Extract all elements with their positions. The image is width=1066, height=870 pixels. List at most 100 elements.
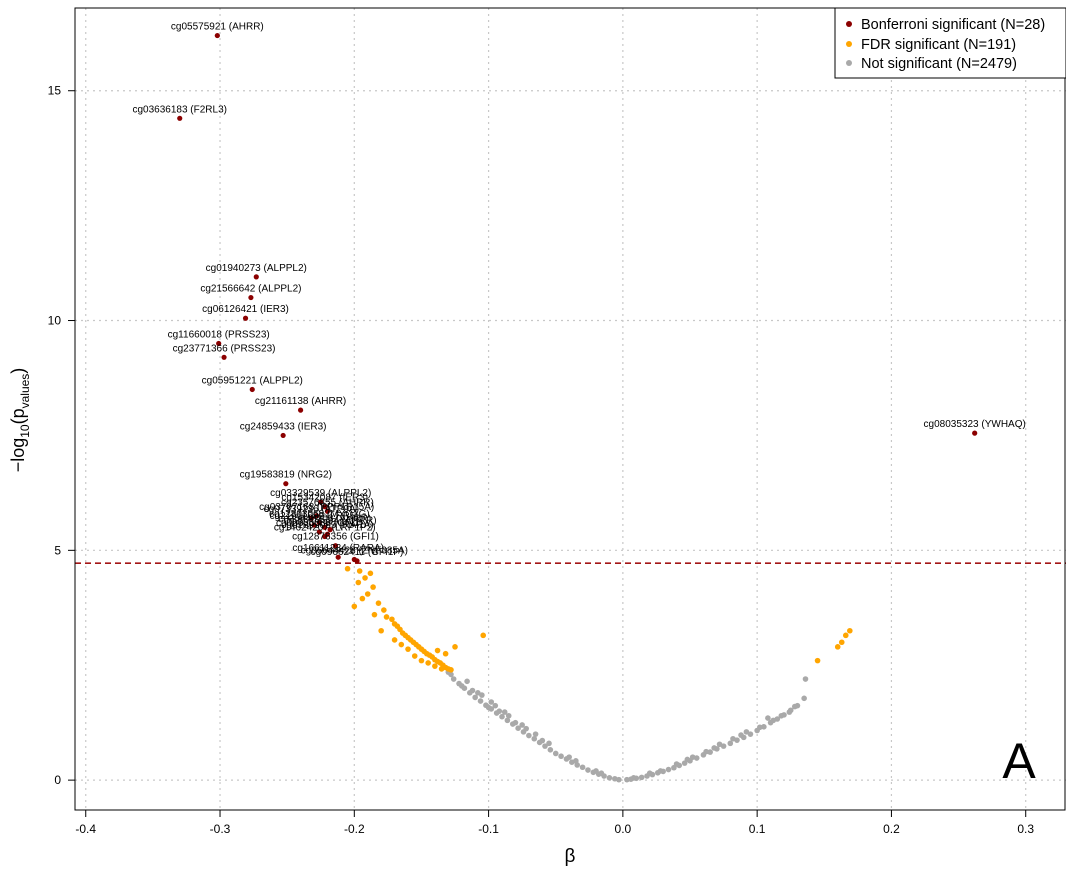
- point-s2-76: [539, 737, 546, 744]
- point-s2-96: [598, 770, 605, 777]
- point-s1-4: [362, 575, 368, 581]
- point-label-s0-0: cg05575921 (AHRR): [171, 22, 264, 33]
- point-s2-98: [657, 768, 664, 774]
- point-s0-16: [308, 515, 314, 521]
- point-label-s0-24: cg12876356 (GFI1): [292, 532, 379, 543]
- point-label-s0-10: cg08035323 (YWHAQ): [924, 419, 1026, 430]
- point-s0-24: [332, 543, 339, 549]
- point-s2-41: [665, 766, 672, 773]
- y-label-open: (p: [8, 408, 28, 424]
- y-tick-label-3: 15: [48, 84, 62, 98]
- point-label-s0-23: cg14624207 (LRP1P2): [274, 523, 376, 534]
- point-s0-13: [322, 504, 328, 510]
- point-s2-99: [684, 756, 691, 763]
- point-s2-103: [786, 709, 793, 715]
- point-s2-95: [573, 758, 579, 764]
- point-s1-3: [355, 579, 362, 586]
- point-label-s0-2: cg01940273 (ALPPL2): [206, 263, 307, 274]
- x-tick-label-3: -0.1: [478, 822, 499, 836]
- point-label-s0-7: cg05951221 (ALPPL2): [202, 375, 303, 386]
- point-s0-23: [322, 533, 328, 540]
- point-label-s0-14: cg23576855 (AHRR): [281, 497, 374, 508]
- point-s1-37: [418, 657, 425, 664]
- point-s0-25: [335, 554, 341, 560]
- point-label-s0-25: cg16611234 (RARA): [292, 543, 384, 554]
- point-s2-73: [464, 678, 470, 685]
- point-label-s0-18: cg21611682 (LRP5): [270, 511, 359, 522]
- point-labels: cg05575921 (AHRR) cg03636183 (F2RL3) cg019…: [132, 22, 1025, 558]
- x-axis-label: β: [565, 846, 576, 867]
- point-s0-3: [248, 294, 254, 301]
- point-s2-1: [450, 676, 457, 682]
- point-s1-2: [367, 570, 374, 577]
- point-label-s0-15: cg03707168 (PPP1R15A): [259, 502, 374, 513]
- point-s2-20: [552, 750, 559, 757]
- x-axis: -0.4 -0.3 -0.2 -0.1 0.0 0.1 0.2 0.3: [75, 809, 1034, 836]
- point-s2-85: [791, 703, 798, 710]
- point-label-s0-12: cg03329539 (ALPPL2): [270, 488, 371, 499]
- point-label-s0-17: cg12803068 (MYO1G): [269, 509, 370, 520]
- point-s2-71: [496, 708, 503, 714]
- y-label-sub1: 10: [18, 424, 32, 438]
- point-s1-42: [452, 644, 458, 650]
- point-s1-48: [480, 632, 487, 639]
- y-tick-label-2: 10: [48, 314, 62, 328]
- point-s1-46: [398, 641, 405, 648]
- point-s0-8: [297, 407, 304, 413]
- point-s2-15: [526, 732, 532, 739]
- x-tick-label-5: 0.1: [749, 822, 766, 836]
- point-label-s0-3: cg21566642 (ALPPL2): [200, 284, 301, 295]
- legend-label-bonferroni: Bonferroni significant (N=28): [861, 17, 1045, 33]
- y-tick-label-0: 0: [54, 773, 61, 787]
- point-label-s0-8: cg21161138 (AHRR): [255, 396, 346, 407]
- point-s2-80: [673, 761, 680, 767]
- point-s1-51: [838, 639, 845, 646]
- y-label-base: −log: [8, 438, 28, 473]
- point-s0-18: [311, 522, 317, 528]
- y-label-sub2: values: [18, 374, 32, 409]
- point-s2-101: [738, 732, 744, 738]
- point-s2-77: [566, 754, 572, 760]
- point-s2-93: [523, 725, 529, 732]
- point-label-s0-6: cg23771366 (PRSS23): [173, 343, 276, 354]
- point-s1-35: [448, 667, 454, 673]
- point-s0-0: [214, 32, 220, 39]
- y-axis-label: −log10(pvalues): [8, 368, 32, 473]
- point-s1-50: [834, 644, 841, 650]
- point-s0-7: [249, 386, 255, 393]
- point-s0-27: [354, 558, 360, 564]
- x-tick-label-7: 0.3: [1017, 822, 1034, 836]
- point-s2-89: [689, 754, 696, 760]
- point-s2-26: [585, 767, 591, 773]
- x-tick-label-4: 0.0: [615, 822, 632, 836]
- point-s1-13: [389, 616, 395, 623]
- point-s1-38: [425, 660, 431, 666]
- y-label-close: ): [8, 368, 28, 374]
- point-s2-69: [519, 722, 525, 728]
- point-s2-83: [757, 724, 763, 731]
- point-s1-1: [356, 568, 363, 574]
- point-s1-52: [842, 632, 849, 639]
- point-s1-44: [434, 647, 441, 654]
- point-s2-16: [531, 735, 538, 742]
- legend-label-fdr: FDR significant (N=191): [861, 37, 1016, 53]
- legend-label-not-significant: Not significant (N=2479): [861, 56, 1017, 72]
- point-label-s0-21: cg09935388 (GFI1): [276, 518, 363, 529]
- point-s1-7: [359, 595, 366, 602]
- point-label-s0-19: cg25648203 (AHRR): [278, 513, 371, 524]
- point-s0-20: [327, 527, 333, 533]
- y-axis: 0 5 10 15: [48, 84, 75, 787]
- point-s1-43: [442, 650, 449, 657]
- x-tick-label-1: -0.3: [210, 822, 231, 836]
- point-s0-14: [324, 508, 331, 514]
- point-s1-10: [381, 607, 387, 613]
- point-label-s0-4: cg06126421 (IER3): [202, 304, 289, 315]
- point-label-s0-9: cg24859433 (IER3): [240, 421, 327, 432]
- point-label-s0-13: cg15342087 (IER3): [281, 493, 368, 504]
- point-s0-12: [318, 499, 324, 505]
- point-s2-25: [579, 764, 586, 771]
- data-points: [177, 32, 978, 783]
- point-s1-45: [391, 637, 398, 643]
- point-s1-49: [814, 657, 821, 664]
